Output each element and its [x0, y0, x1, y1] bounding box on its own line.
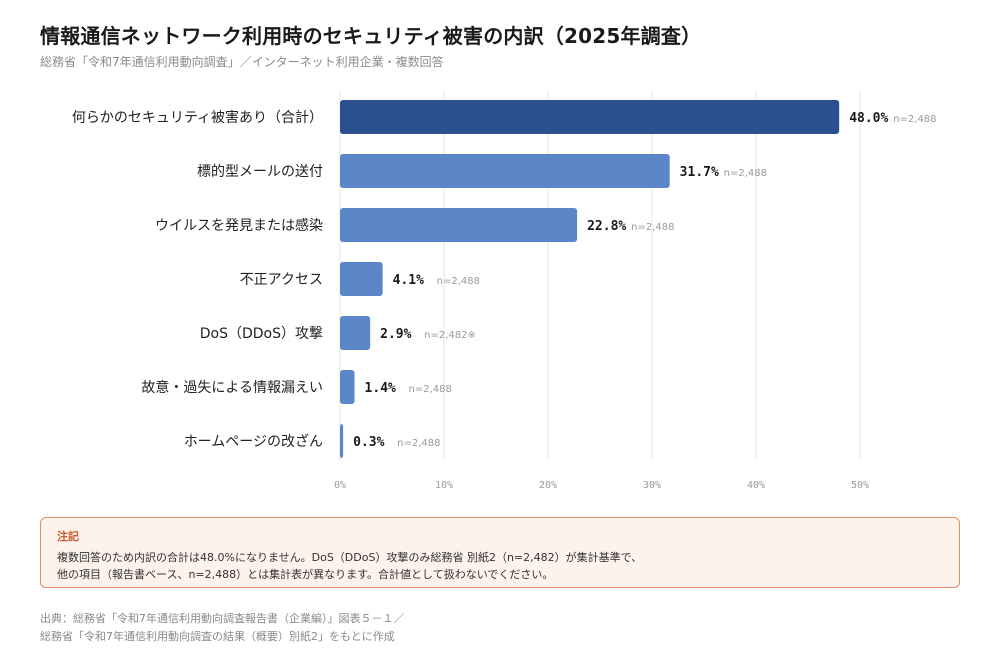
- category-label: 標的型メールの送付: [197, 164, 323, 180]
- category-label: 何らかのセキュリティ被害あり（合計）: [72, 110, 323, 126]
- category-label: 不正アクセス: [240, 272, 323, 288]
- x-tick-label: 0%: [334, 480, 346, 491]
- chart-subtitle: 総務省「令和7年通信利用動向調査」／インターネット利用企業・複数回答: [40, 55, 444, 69]
- value-label: 1.4%: [365, 381, 396, 396]
- x-tick-label: 30%: [643, 480, 661, 491]
- x-tick-label: 40%: [747, 480, 765, 491]
- source-citation: 出典：総務省「令和7年通信利用動向調査報告書（企業編）」図表５－１／ 総務省「令…: [40, 610, 405, 646]
- chart-title: 情報通信ネットワーク利用時のセキュリティ被害の内訳（2025年調査）: [40, 24, 702, 48]
- bar-chart: 0% 10% 20% 30% 40% 50% 何らかのセキュリティ被害あり（合計） 48.0%…: [0, 85, 1000, 505]
- sample-size-label: n=2,482※: [424, 330, 476, 341]
- value-label: 4.1%: [393, 273, 424, 288]
- category-label: ホームページの改ざん: [184, 433, 323, 450]
- value-label: 48.0%: [849, 111, 888, 126]
- x-tick-label: 50%: [851, 480, 869, 491]
- sample-size-label: n=2,488: [409, 384, 452, 395]
- sample-size-label: n=2,488: [631, 222, 674, 233]
- note-box: 注記 複数回答のため内訳の合計は48.0%になりません。DoS（DDoS）攻撃の…: [40, 517, 960, 588]
- bar: [340, 262, 383, 296]
- category-label: 故意・過失による情報漏えい: [141, 379, 323, 396]
- value-label: 0.3%: [353, 435, 384, 450]
- bar: [340, 208, 578, 242]
- category-label: DoS（DDoS）攻撃: [200, 326, 323, 342]
- bar: [340, 370, 355, 404]
- sample-size-label: n=2,488: [893, 114, 936, 125]
- value-label: 2.9%: [380, 327, 411, 342]
- bar: [340, 100, 840, 134]
- sample-size-label: n=2,488: [724, 168, 767, 179]
- bar: [340, 154, 670, 188]
- value-label: 31.7%: [680, 165, 719, 180]
- bar: [340, 316, 371, 350]
- note-line-2: 他の項目（報告書ベース、n=2,488）とは集計表が異なります。合計値として扱わ…: [57, 568, 554, 581]
- sample-size-label: n=2,488: [437, 276, 480, 287]
- value-label: 22.8%: [587, 219, 626, 234]
- sample-size-label: n=2,488: [397, 438, 440, 449]
- source-line-1: 出典：総務省「令和7年通信利用動向調査報告書（企業編）」図表５－１／: [40, 612, 405, 625]
- category-label: ウイルスを発見または感染: [155, 217, 323, 234]
- x-tick-label: 10%: [435, 480, 453, 491]
- bar: [340, 424, 344, 458]
- source-line-2: 総務省「令和7年通信利用動向調査の結果（概要）別紙2」をもとに作成: [40, 630, 395, 643]
- note-title: 注記: [57, 530, 79, 543]
- x-tick-label: 20%: [539, 480, 557, 491]
- note-line-1: 複数回答のため内訳の合計は48.0%になりません。DoS（DDoS）攻撃のみ総務…: [57, 551, 643, 564]
